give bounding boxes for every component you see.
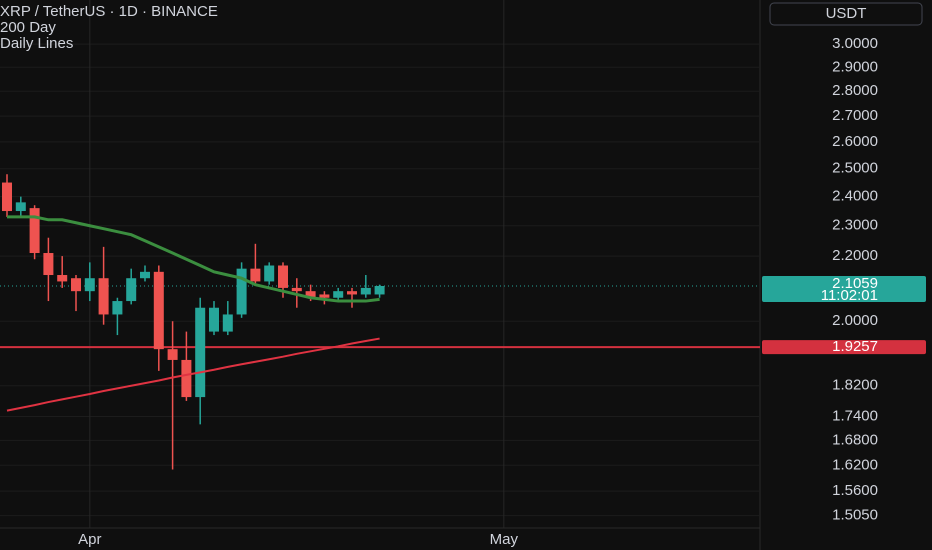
currency-button[interactable] <box>769 2 923 26</box>
alert-label: 1.9257 <box>832 338 878 355</box>
candle-body <box>209 307 219 332</box>
currency-label[interactable]: USDT <box>826 5 867 22</box>
candle-body <box>71 278 81 292</box>
candle-body <box>291 287 302 292</box>
candle-body <box>236 268 247 315</box>
y-tick-label: 3.0000 <box>832 35 878 52</box>
price-axis: 3.0000 2.9000 2.8000 2.7000 2.6000 2.5000 2.40… <box>762 35 926 524</box>
y-tick-label: 1.7400 <box>832 407 878 424</box>
candle-body <box>112 301 123 315</box>
candle-body <box>360 287 371 295</box>
y-tick-label: 2.7000 <box>832 107 878 124</box>
candle-body <box>84 278 95 292</box>
trend-line <box>6 337 380 412</box>
x-tick-label: May <box>490 531 519 548</box>
last-price-label: 2.1059 <box>832 275 878 292</box>
candle-body <box>126 278 137 302</box>
candle-body <box>153 271 164 350</box>
y-tick-label: 1.6800 <box>832 431 878 448</box>
y-tick-label: 1.5600 <box>832 482 878 499</box>
countdown-label: 11:02:01 <box>821 287 878 304</box>
symbol-title: XRP / TetherUS · 1D · BINANCE <box>0 3 218 20</box>
y-tick-label: 2.5000 <box>832 160 878 177</box>
candle-body <box>140 271 150 279</box>
candle-body <box>167 349 178 360</box>
candle-body <box>305 291 316 298</box>
y-tick-label: 2.0000 <box>832 312 878 329</box>
candle-body <box>250 268 261 282</box>
y-tick-label: 2.3000 <box>832 217 878 234</box>
candle-body <box>195 307 206 398</box>
y-tick-label: 1.6200 <box>832 456 878 473</box>
candle-body <box>15 202 26 212</box>
candle-body <box>374 285 385 295</box>
indicator-name: Daily Lines <box>0 35 73 52</box>
candle-body <box>333 291 344 298</box>
candle-body <box>319 294 330 298</box>
grid <box>0 0 760 528</box>
y-tick-label: 2.4000 <box>832 188 878 205</box>
x-tick-label: Apr <box>78 531 101 548</box>
candle-body <box>2 182 12 212</box>
moving-average-line <box>7 215 380 303</box>
candle-body <box>57 275 68 282</box>
candle-body <box>98 278 109 315</box>
y-tick-label: 1.5050 <box>832 507 878 524</box>
candle-body <box>181 359 192 398</box>
indicator-name: 200 Day <box>0 19 56 36</box>
candle-body <box>278 265 288 288</box>
y-tick-label: 1.8200 <box>832 377 878 394</box>
last-price-badge <box>762 275 926 302</box>
candle-body <box>347 291 357 295</box>
y-tick-label: 2.6000 <box>832 133 878 150</box>
candle-body <box>29 208 40 254</box>
plot <box>0 174 760 470</box>
candle-body <box>222 314 233 332</box>
y-tick-label: 2.2000 <box>832 247 878 264</box>
y-tick-label: 2.9000 <box>832 58 878 75</box>
alert-badge <box>762 340 926 355</box>
candle-body <box>264 265 275 282</box>
y-tick-label: 2.8000 <box>832 82 878 99</box>
candle-body <box>43 253 54 276</box>
